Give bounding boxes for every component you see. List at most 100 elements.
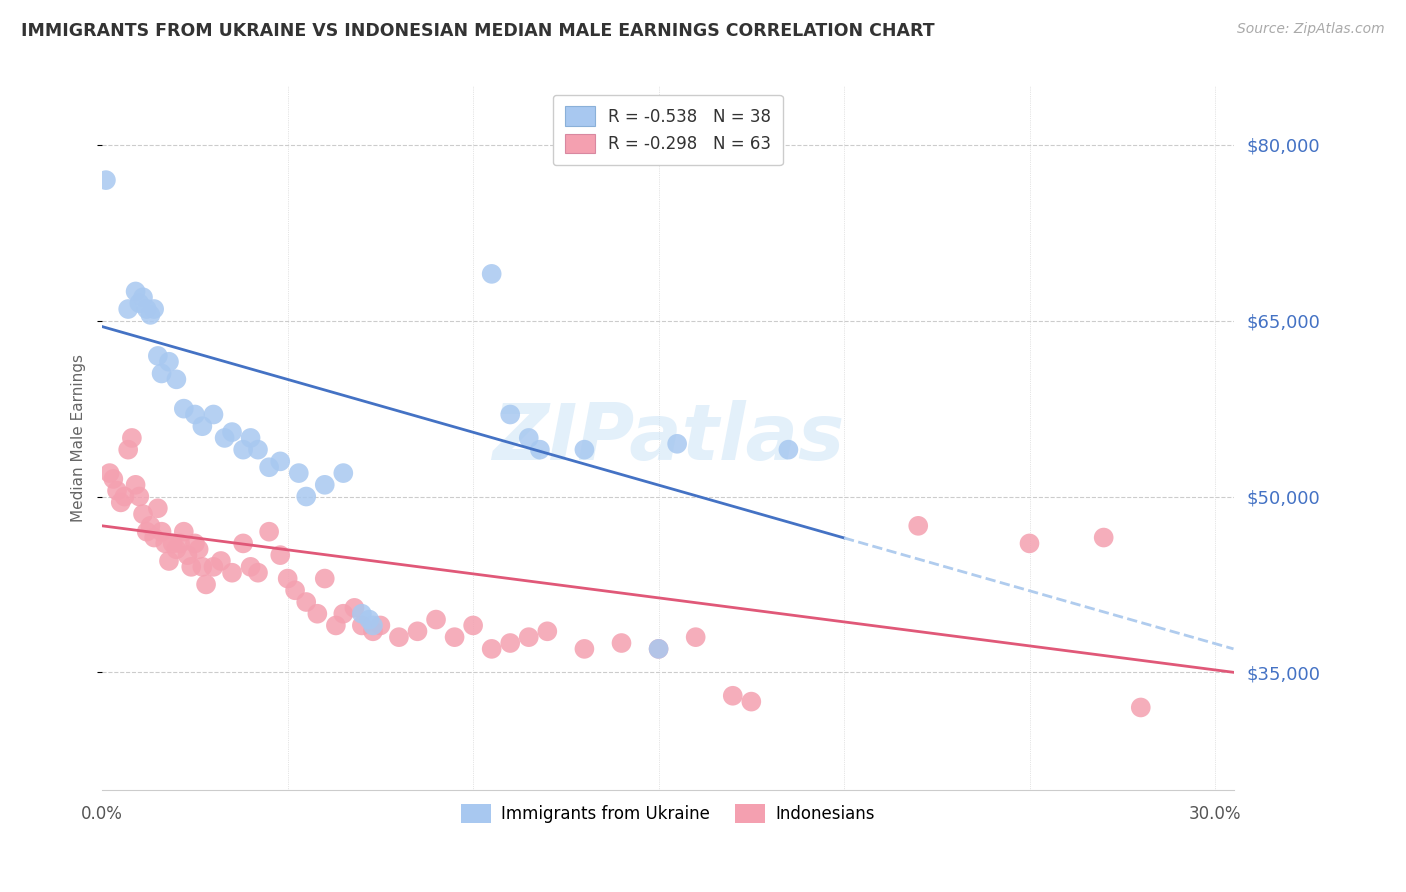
Point xyxy=(146,349,169,363)
Point xyxy=(173,401,195,416)
Point xyxy=(295,595,318,609)
Point xyxy=(165,372,187,386)
Point xyxy=(359,613,381,627)
Point xyxy=(94,173,117,187)
Point xyxy=(647,641,669,656)
Point xyxy=(325,618,347,632)
Point xyxy=(246,442,269,457)
Point xyxy=(146,501,169,516)
Point xyxy=(406,624,429,639)
Point xyxy=(481,641,503,656)
Point xyxy=(463,618,485,632)
Point xyxy=(195,577,218,591)
Point xyxy=(529,442,551,457)
Point xyxy=(209,554,232,568)
Point xyxy=(443,630,465,644)
Point xyxy=(332,607,354,621)
Point xyxy=(187,542,209,557)
Point xyxy=(239,559,262,574)
Point xyxy=(117,442,139,457)
Point xyxy=(165,542,187,557)
Point xyxy=(202,559,225,574)
Point xyxy=(246,566,269,580)
Point xyxy=(232,442,254,457)
Point xyxy=(214,431,236,445)
Point xyxy=(105,483,128,498)
Point xyxy=(239,431,262,445)
Point xyxy=(517,630,540,644)
Point xyxy=(517,431,540,445)
Point xyxy=(350,618,373,632)
Point xyxy=(1018,536,1040,550)
Point xyxy=(98,466,121,480)
Point xyxy=(191,559,214,574)
Point xyxy=(343,600,366,615)
Point xyxy=(1092,531,1115,545)
Point xyxy=(314,572,336,586)
Point xyxy=(176,548,198,562)
Point xyxy=(143,531,166,545)
Point xyxy=(124,478,146,492)
Point xyxy=(778,442,800,457)
Legend: Immigrants from Ukraine, Indonesians: Immigrants from Ukraine, Indonesians xyxy=(461,804,875,823)
Point xyxy=(1129,700,1152,714)
Point xyxy=(128,490,150,504)
Point xyxy=(124,285,146,299)
Point xyxy=(647,641,669,656)
Text: IMMIGRANTS FROM UKRAINE VS INDONESIAN MEDIAN MALE EARNINGS CORRELATION CHART: IMMIGRANTS FROM UKRAINE VS INDONESIAN ME… xyxy=(21,22,935,40)
Point xyxy=(499,636,522,650)
Point xyxy=(184,408,207,422)
Point xyxy=(143,301,166,316)
Point xyxy=(284,583,307,598)
Text: Source: ZipAtlas.com: Source: ZipAtlas.com xyxy=(1237,22,1385,37)
Point xyxy=(150,524,173,539)
Point xyxy=(481,267,503,281)
Point xyxy=(350,607,373,621)
Point xyxy=(191,419,214,434)
Point xyxy=(135,524,157,539)
Point xyxy=(139,308,162,322)
Point xyxy=(184,536,207,550)
Point xyxy=(202,408,225,422)
Point xyxy=(232,536,254,550)
Point xyxy=(574,442,596,457)
Point xyxy=(332,466,354,480)
Point xyxy=(135,301,157,316)
Text: ZIPatlas: ZIPatlas xyxy=(492,400,844,476)
Point xyxy=(132,507,155,521)
Point xyxy=(157,355,180,369)
Point xyxy=(150,367,173,381)
Point xyxy=(128,296,150,310)
Point xyxy=(574,641,596,656)
Point xyxy=(121,431,143,445)
Point xyxy=(277,572,299,586)
Point xyxy=(114,490,136,504)
Point xyxy=(288,466,311,480)
Point xyxy=(103,472,125,486)
Point xyxy=(157,554,180,568)
Point xyxy=(221,425,243,439)
Point xyxy=(307,607,329,621)
Point xyxy=(221,566,243,580)
Point xyxy=(162,536,184,550)
Point xyxy=(361,618,384,632)
Point xyxy=(169,536,191,550)
Point xyxy=(257,524,280,539)
Point xyxy=(499,408,522,422)
Point xyxy=(117,301,139,316)
Point xyxy=(536,624,558,639)
Point xyxy=(295,490,318,504)
Point xyxy=(132,290,155,304)
Point xyxy=(610,636,633,650)
Point xyxy=(685,630,707,644)
Point xyxy=(370,618,392,632)
Point xyxy=(425,613,447,627)
Point xyxy=(269,454,291,468)
Point xyxy=(314,478,336,492)
Point xyxy=(388,630,411,644)
Point xyxy=(173,524,195,539)
Point xyxy=(721,689,744,703)
Point xyxy=(269,548,291,562)
Point xyxy=(257,460,280,475)
Point xyxy=(180,559,202,574)
